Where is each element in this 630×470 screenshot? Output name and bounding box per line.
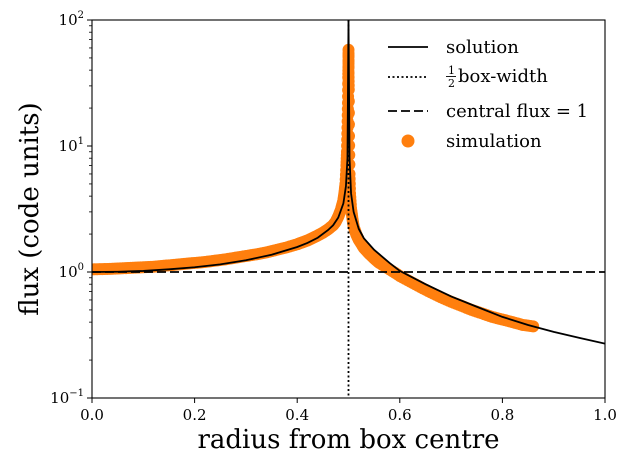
axis-ticks: 0.0 0.2 0.4 0.6 0.8 1.0 10−1 100 101 102 — [50, 10, 617, 424]
simulation-series — [92, 43, 540, 333]
legend-item-central: central flux = 1 — [388, 101, 588, 122]
legend-item-solution: solution — [388, 37, 519, 58]
plot-area — [92, 20, 605, 398]
legend-item-simulation: simulation — [401, 131, 542, 152]
x-tick-label: 0.6 — [388, 406, 412, 424]
y-tick-label: 10−1 — [50, 388, 84, 407]
legend: solution 12 box-width central flux = 1 simul… — [388, 37, 588, 152]
y-axis-label: flux (code units) — [15, 102, 45, 315]
legend-central-label: central flux = 1 — [446, 101, 588, 122]
x-tick-label: 0.0 — [80, 406, 104, 424]
legend-solution-label: solution — [446, 37, 519, 58]
simulation-point — [343, 182, 356, 195]
legend-fraction-denominator: 2 — [448, 77, 455, 90]
legend-half_box-label: box-width — [458, 66, 548, 87]
legend-simulation-marker — [401, 134, 415, 148]
solution-line — [92, 20, 605, 345]
x-axis-label: radius from box centre — [197, 425, 499, 455]
legend-fraction-numerator: 1 — [448, 64, 455, 77]
x-tick-label: 0.2 — [183, 406, 207, 424]
plot-frame — [91, 19, 606, 399]
y-tick-label: 101 — [59, 136, 84, 155]
x-tick-label: 0.4 — [285, 406, 309, 424]
y-tick-label: 100 — [59, 262, 84, 281]
x-tick-label: 0.8 — [490, 406, 514, 424]
legend-item-half_box: 12 box-width — [388, 64, 548, 90]
x-tick-label: 1.0 — [593, 406, 617, 424]
y-tick-label: 102 — [59, 10, 84, 29]
legend-simulation-label: simulation — [446, 131, 542, 152]
